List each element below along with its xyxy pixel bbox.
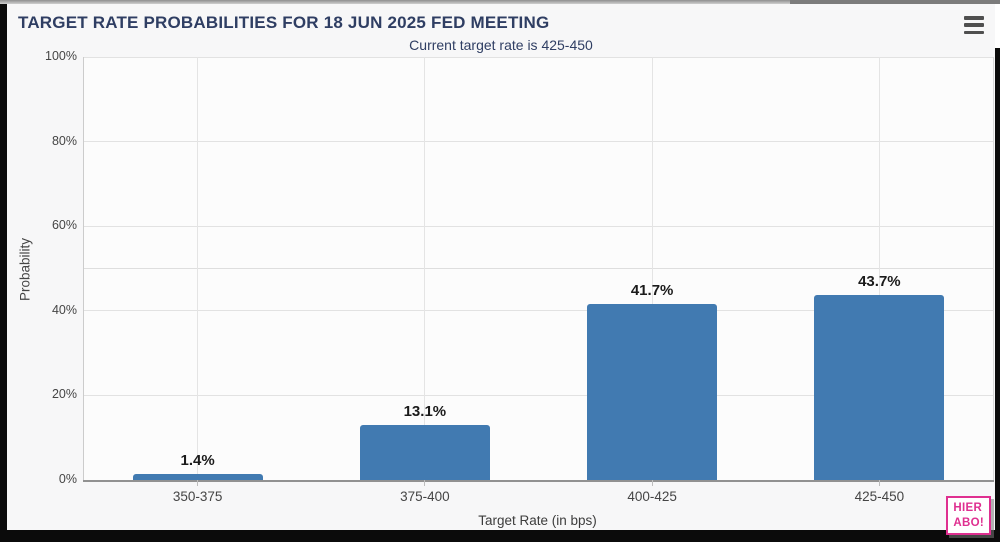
x-axis-tick [651, 480, 653, 486]
hamburger-line [964, 30, 984, 34]
y-tick-label: 20% [51, 387, 77, 402]
bar-value-label: 13.1% [403, 402, 447, 420]
h-gridline [84, 310, 993, 312]
x-axis-tick [424, 480, 426, 486]
x-tick-label: 375-400 [400, 489, 450, 504]
hamburger-menu-icon[interactable] [964, 14, 986, 36]
y-tick-label: 100% [45, 49, 77, 63]
x-axis-tick [197, 480, 199, 486]
chart-title: TARGET RATE PROBABILITIES FOR 18 JUN 202… [18, 13, 550, 32]
h-gridline-minor [84, 268, 993, 269]
y-tick-label: 80% [51, 133, 77, 148]
y-tick-label: 60% [51, 218, 77, 233]
x-axis-title: Target Rate (in bps) [478, 513, 597, 528]
badge-line-2: ABO! [953, 517, 984, 530]
bar-400-425[interactable] [587, 303, 718, 480]
h-gridline [84, 225, 993, 227]
badge-line-1: HIER [953, 502, 983, 515]
h-gridline [84, 141, 993, 143]
y-tick-label: 0% [58, 472, 77, 486]
hamburger-line [964, 16, 984, 20]
hamburger-line [964, 23, 984, 27]
video-top-strip-dark-segment [790, 0, 1000, 4]
letterbox-left-bar [0, 3, 7, 542]
chart-subtitle: Current target rate is 425-450 [409, 37, 593, 53]
x-tick-label: 425-450 [854, 489, 905, 504]
plot-area: 1.4% 350-375 13.1% 375-400 41.7% 400-425 43.7%… [83, 56, 994, 504]
y-axis-title: Probability [17, 237, 33, 302]
bar-425-450[interactable] [814, 295, 945, 480]
letterbox-bottom-bar [0, 530, 1000, 542]
x-axis-line [83, 480, 994, 482]
h-gridline [84, 394, 993, 396]
bar-value-label: 41.7% [630, 281, 674, 299]
bar-350-375[interactable] [132, 474, 263, 480]
x-tick-label: 400-425 [627, 489, 677, 504]
letterbox-right-bar [995, 48, 1000, 542]
x-tick-label: 350-375 [172, 489, 223, 504]
bar-375-400[interactable] [359, 424, 490, 480]
y-tick-label: 40% [51, 302, 77, 317]
v-gridline [878, 57, 880, 480]
video-top-strip [0, 0, 1000, 4]
chart-panel: TARGET RATE PROBABILITIES FOR 18 JUN 202… [7, 4, 995, 530]
x-axis-tick [878, 480, 880, 486]
bar-value-label: 43.7% [858, 273, 901, 291]
channel-subscribe-badge: HIER ABO! [946, 496, 991, 535]
v-gridline [651, 57, 653, 480]
v-gridline [197, 57, 199, 480]
h-gridline [84, 56, 993, 58]
v-gridline [424, 57, 426, 480]
bar-value-label: 1.4% [180, 452, 215, 470]
